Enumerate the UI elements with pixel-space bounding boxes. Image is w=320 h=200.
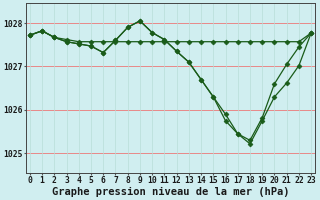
X-axis label: Graphe pression niveau de la mer (hPa): Graphe pression niveau de la mer (hPa) xyxy=(52,186,289,197)
